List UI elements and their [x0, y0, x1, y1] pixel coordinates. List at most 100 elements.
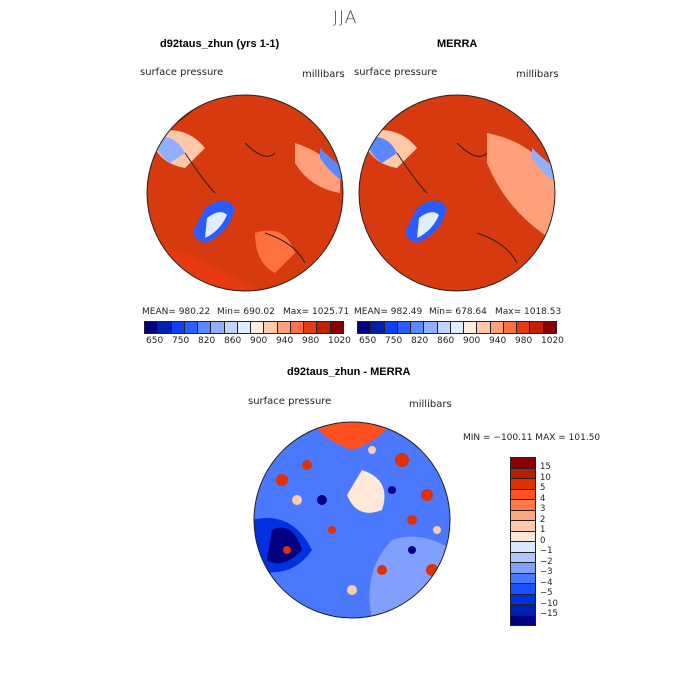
- diff-colorbar-tick-label: 2: [540, 514, 546, 525]
- panel-2-min: Min= 678.64: [429, 307, 487, 317]
- panel-1-units-label: millibars: [302, 69, 345, 80]
- colorbar-box: [171, 322, 185, 333]
- panel-2-title: MERRA: [437, 38, 478, 50]
- diff-panel-variable-label: surface pressure: [248, 396, 332, 407]
- diff-colorbar-tick-label: 0: [540, 535, 546, 546]
- colorbar-tick-label: 650: [359, 336, 377, 346]
- colorbar-box: [397, 322, 412, 333]
- colorbar-box: [490, 322, 504, 333]
- diff-colorbar: [510, 457, 536, 626]
- colorbar-box: [530, 322, 544, 333]
- colorbar-box: [317, 322, 331, 333]
- diff-colorbar-box: [511, 615, 535, 625]
- panel-1-colorbar: [144, 321, 344, 334]
- panel-1-max: Max= 1025.71: [283, 307, 350, 317]
- colorbar-tick-label: 900: [250, 336, 268, 346]
- colorbar-box: [237, 322, 252, 333]
- colorbar-box: [371, 322, 385, 333]
- colorbar-tick-label: 980: [302, 336, 320, 346]
- diff-colorbar-tick-label: 3: [540, 504, 546, 514]
- colorbar-tick-label: 750: [385, 336, 403, 346]
- colorbar-tick-label: 820: [198, 336, 216, 346]
- colorbar-box: [437, 322, 451, 333]
- colorbar-tick-label: 650: [146, 336, 164, 346]
- colorbar-box: [198, 322, 212, 333]
- colorbar-box: [224, 322, 238, 333]
- diff-colorbar-box: [511, 605, 535, 616]
- colorbar-box: [384, 322, 398, 333]
- diff-colorbar-tick-label: 1: [540, 525, 546, 535]
- diff-colorbar-tick-label: −10: [540, 598, 558, 609]
- colorbar-box: [330, 322, 343, 333]
- panel-2-colorbar: [357, 321, 557, 334]
- diff-colorbar-tick-label: 15: [540, 462, 551, 472]
- diff-colorbar-box: [511, 489, 535, 500]
- diff-colorbar-tick-label: −2: [540, 556, 553, 567]
- diff-colorbar-box: [511, 468, 535, 479]
- panel-2-variable-label: surface pressure: [354, 67, 438, 78]
- colorbar-box: [264, 322, 278, 333]
- panel-2-map: [358, 94, 556, 292]
- panel-1-mean: MEAN= 980.22: [142, 307, 211, 317]
- diff-panel-min-max: MIN = −100.11 MAX = 101.50: [463, 433, 601, 443]
- panel-2-max: Max= 1018.53: [495, 307, 562, 317]
- colorbar-tick-label: 1020: [541, 336, 564, 346]
- diff-colorbar-box: [511, 500, 535, 511]
- colorbar-box: [158, 322, 172, 333]
- colorbar-box: [543, 322, 556, 333]
- colorbar-box: [290, 322, 305, 333]
- colorbar-tick-label: 860: [224, 336, 242, 346]
- diff-panel-units-label: millibars: [409, 399, 452, 410]
- panel-1-map: [146, 94, 344, 292]
- panel-1-min: Min= 690.02: [217, 307, 275, 317]
- colorbar-box: [211, 322, 225, 333]
- panel-1-variable-label: surface pressure: [140, 67, 224, 78]
- diff-colorbar-box: [511, 458, 535, 469]
- colorbar-box: [411, 322, 425, 333]
- colorbar-tick-label: 860: [437, 336, 455, 346]
- panel-2-units-label: millibars: [516, 69, 559, 80]
- colorbar-box: [424, 322, 438, 333]
- colorbar-tick-label: 750: [172, 336, 190, 346]
- diff-colorbar-labels: 15 10 5 4 3 2 1 0 −1 −2 −3 −4 −5 −10 −15: [540, 462, 558, 620]
- diff-colorbar-box: [511, 563, 535, 574]
- diff-colorbar-box: [511, 531, 535, 542]
- colorbar-box: [503, 322, 518, 333]
- diff-colorbar-tick-label: −5: [540, 588, 553, 598]
- diff-colorbar-tick-label: 5: [540, 483, 546, 493]
- diff-colorbar-tick-label: 4: [540, 493, 546, 504]
- diff-colorbar-tick-label: −3: [540, 567, 553, 577]
- diff-colorbar-box: [511, 573, 535, 584]
- panel-1-title: d92taus_zhun (yrs 1-1): [160, 38, 280, 50]
- colorbar-box: [304, 322, 318, 333]
- colorbar-box: [184, 322, 199, 333]
- colorbar-tick-label: 900: [463, 336, 481, 346]
- colorbar-tick-label: 940: [276, 336, 294, 346]
- diff-panel-title: d92taus_zhun - MERRA: [287, 366, 411, 378]
- colorbar-box: [145, 322, 159, 333]
- figure-title: JJA: [333, 8, 358, 28]
- diff-colorbar-box: [511, 510, 535, 521]
- colorbar-box: [464, 322, 478, 333]
- colorbar-tick-label: 980: [515, 336, 533, 346]
- colorbar-tick-label: 1020: [328, 336, 351, 346]
- diff-colorbar-tick-label: −15: [540, 609, 558, 619]
- colorbar-tick-label: 820: [411, 336, 429, 346]
- panel-2-mean: MEAN= 982.49: [354, 307, 423, 317]
- diff-colorbar-box: [511, 542, 535, 553]
- colorbar-box: [277, 322, 291, 333]
- diff-panel-map: [253, 421, 451, 619]
- diff-colorbar-box: [511, 479, 535, 490]
- diff-colorbar-tick-label: 10: [540, 472, 551, 483]
- colorbar-box: [358, 322, 372, 333]
- diff-colorbar-box: [511, 552, 535, 563]
- colorbar-box: [251, 322, 265, 333]
- panel-1-colorbar-labels: 650 750 820 860 900 940 980 1020: [146, 336, 354, 346]
- colorbar-box: [477, 322, 491, 333]
- diff-colorbar-box: [511, 584, 535, 595]
- panel-2-colorbar-labels: 650 750 820 860 900 940 980 1020: [359, 336, 567, 346]
- colorbar-tick-label: 940: [489, 336, 507, 346]
- diff-colorbar-tick-label: −1: [540, 546, 553, 556]
- diff-colorbar-tick-label: −4: [540, 577, 553, 588]
